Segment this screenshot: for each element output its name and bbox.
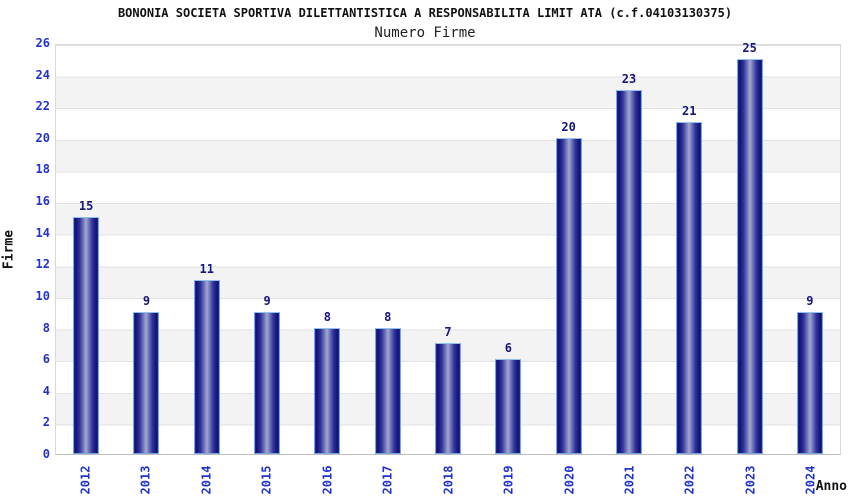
x-tick-label: 2017 [380, 465, 395, 495]
x-tick-cell: 2016 [297, 459, 357, 499]
x-tick-label: 2018 [441, 465, 456, 495]
bar-value-label: 7 [444, 325, 452, 340]
y-tick-label: 16 [35, 194, 50, 209]
y-tick-label: 12 [35, 257, 50, 272]
bars-container: 15 9 11 9 8 8 7 6 20 23 21 25 9 [56, 41, 840, 454]
bar-2023 [736, 58, 763, 454]
x-tick-cell: 2015 [236, 459, 296, 499]
bar-2014 [193, 280, 220, 454]
x-axis-labels: 2012 2013 2014 2015 2016 2017 2018 2019 2020 2021… [55, 459, 841, 499]
bar-2024 [796, 311, 823, 454]
bar-value-label: 8 [384, 309, 392, 324]
x-tick-cell: 2019 [478, 459, 538, 499]
x-tick-label: 2012 [78, 465, 93, 495]
bar-2012 [73, 216, 100, 454]
bar-slot-2024: 9 [780, 45, 840, 454]
x-tick-label: 2014 [199, 465, 214, 495]
bar-2015 [254, 311, 281, 454]
y-tick-label: 26 [35, 36, 50, 50]
bar-slot-2022: 21 [659, 45, 719, 454]
bar-2022 [676, 122, 703, 454]
y-tick-label: 20 [35, 130, 50, 145]
y-tick-label: 22 [35, 99, 50, 114]
bar-slot-2013: 9 [116, 45, 176, 454]
chart-subtitle: Numero Firme [374, 25, 476, 41]
x-tick-cell: 2012 [55, 459, 115, 499]
x-tick-label: 2019 [501, 465, 516, 495]
x-tick-label: 2015 [259, 465, 274, 495]
y-tick-label: 8 [42, 320, 50, 335]
x-tick-label: 2022 [682, 465, 697, 495]
bar-value-label: 8 [323, 309, 332, 324]
x-tick-cell: 2018 [418, 459, 478, 499]
bar-slot-2015: 9 [237, 45, 297, 454]
x-tick-label: 2016 [320, 465, 335, 495]
chart-title: BONONIA SOCIETA SPORTIVA DILETTANTISTICA… [117, 6, 733, 20]
bar-2019 [495, 359, 522, 454]
bar-value-label: 9 [142, 293, 151, 308]
y-tick-label: 6 [42, 352, 50, 367]
bar-slot-2012: 15 [56, 45, 116, 454]
x-tick-label: 2023 [743, 465, 758, 495]
y-tick-label: 18 [35, 162, 50, 177]
y-tick-label: 4 [42, 383, 50, 398]
x-tick-cell: 2022 [660, 459, 720, 499]
y-tick-label: 24 [35, 67, 50, 82]
bar-2021 [615, 90, 642, 454]
y-tick-label: 0 [42, 447, 50, 461]
bar-value-label: 20 [561, 119, 576, 134]
bar-value-label: 23 [621, 72, 637, 87]
x-axis-title: Anno [815, 479, 847, 494]
plot-area: 15 9 11 9 8 8 7 6 20 23 21 25 9 [55, 41, 841, 455]
bar-value-label: 11 [199, 262, 214, 277]
x-tick-cell: 2013 [115, 459, 175, 499]
bar-slot-2014: 11 [177, 45, 237, 454]
x-tick-cell: 2017 [357, 459, 417, 499]
bar-value-label: 6 [504, 341, 512, 356]
x-tick-label: 2013 [138, 465, 153, 495]
bar-slot-2021: 23 [599, 45, 659, 454]
y-tick-label: 10 [35, 288, 50, 303]
bar-value-label: 25 [742, 40, 757, 55]
x-tick-cell: 2023 [720, 459, 780, 499]
bar-slot-2016: 8 [297, 45, 357, 454]
bar-2020 [555, 137, 582, 454]
bar-slot-2020: 20 [539, 45, 599, 454]
bar-value-label: 15 [78, 198, 94, 213]
bar-slot-2018: 7 [418, 45, 478, 454]
bar-2013 [133, 311, 160, 454]
bar-slot-2017: 8 [358, 45, 418, 454]
x-tick-cell: 2020 [539, 459, 599, 499]
x-tick-label: 2020 [561, 465, 576, 495]
bar-slot-2019: 6 [478, 45, 538, 454]
bar-value-label: 9 [806, 293, 814, 308]
bar-slot-2023: 25 [719, 41, 779, 454]
x-tick-cell: 2014 [176, 459, 236, 499]
bar-value-label: 21 [682, 104, 697, 119]
x-tick-cell: 2021 [599, 459, 659, 499]
y-tick-label: 2 [42, 415, 50, 430]
x-tick-label: 2021 [622, 465, 637, 495]
bar-2017 [374, 327, 401, 454]
bar-value-label: 9 [263, 293, 271, 308]
bar-2018 [435, 343, 462, 454]
y-tick-label: 14 [35, 225, 50, 240]
bar-2016 [314, 327, 341, 454]
